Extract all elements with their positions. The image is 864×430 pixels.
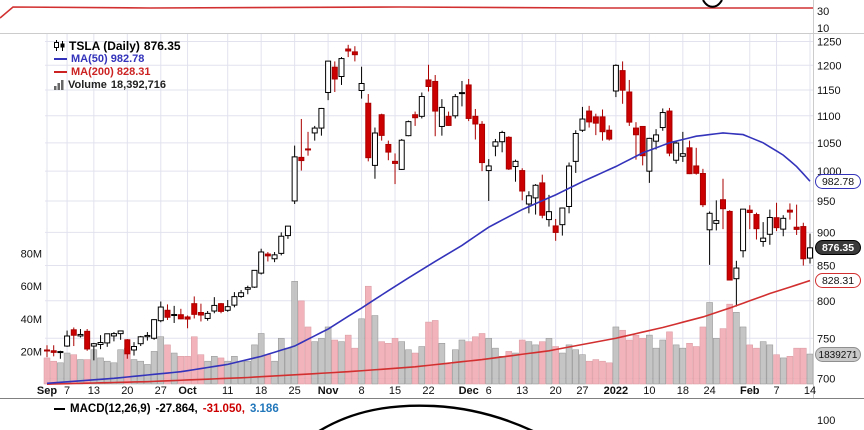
macd-pane: 100 bbox=[318, 404, 835, 430]
ma50-axis-badge: 982.78 bbox=[815, 173, 861, 189]
last-price-axis-badge: 876.35 bbox=[815, 240, 861, 256]
svg-text:6: 6 bbox=[486, 385, 492, 397]
macd-legend: MACD(12,26,9) -27.864, -31.050, 3.186 bbox=[54, 403, 279, 415]
volume-axis-badge: 1839271 bbox=[815, 346, 861, 362]
macd-signal-value: -31.050, bbox=[202, 403, 245, 415]
chart-legend: TSLA (Daily) 876.35 MA(50) 982.78 MA(200… bbox=[54, 39, 181, 91]
candlestick-icon bbox=[54, 39, 65, 51]
macd-value: -27.864, bbox=[155, 403, 198, 415]
volume-legend-value: 18,392,716 bbox=[110, 78, 166, 91]
ma50-legend-label: MA(50) 982.78 bbox=[71, 52, 145, 65]
svg-text:25: 25 bbox=[289, 385, 301, 397]
svg-text:1050: 1050 bbox=[817, 138, 841, 150]
svg-text:1150: 1150 bbox=[817, 85, 841, 97]
svg-text:20: 20 bbox=[121, 385, 133, 397]
svg-text:27: 27 bbox=[155, 385, 167, 397]
svg-text:15: 15 bbox=[389, 385, 401, 397]
pane-borders bbox=[0, 0, 864, 399]
price-axis-labels: 1250120011501100105010009509008508007507… bbox=[817, 37, 841, 386]
svg-text:Oct: Oct bbox=[178, 385, 197, 397]
svg-text:Nov: Nov bbox=[318, 385, 340, 397]
svg-text:Sep: Sep bbox=[37, 385, 57, 397]
svg-text:20: 20 bbox=[550, 385, 562, 397]
svg-text:1200: 1200 bbox=[817, 60, 841, 72]
svg-text:2022: 2022 bbox=[604, 385, 628, 397]
grid-layer bbox=[45, 34, 813, 384]
svg-text:800: 800 bbox=[817, 296, 835, 308]
svg-text:10: 10 bbox=[817, 23, 829, 35]
svg-text:10: 10 bbox=[643, 385, 655, 397]
svg-text:900: 900 bbox=[817, 227, 835, 239]
date-axis-labels: Sep 7 13 20 27 Oct 11 18 25 Nov 8 15 22 Dec 6 13 20 27 202… bbox=[37, 385, 816, 397]
svg-text:18: 18 bbox=[255, 385, 267, 397]
svg-text:750: 750 bbox=[817, 333, 835, 345]
macd-hist-value: 3.186 bbox=[249, 403, 279, 415]
svg-text:13: 13 bbox=[88, 385, 100, 397]
svg-text:18: 18 bbox=[677, 385, 689, 397]
symbol-legend-row: TSLA (Daily) 876.35 bbox=[54, 38, 181, 53]
svg-text:950: 950 bbox=[817, 196, 835, 208]
svg-text:100: 100 bbox=[817, 415, 835, 427]
svg-text:22: 22 bbox=[422, 385, 434, 397]
volume-legend-row: Volume 18,392,716 bbox=[54, 78, 181, 91]
svg-text:1250: 1250 bbox=[817, 37, 841, 49]
svg-text:700: 700 bbox=[817, 373, 835, 385]
svg-text:13: 13 bbox=[516, 385, 528, 397]
symbol-title: TSLA (Daily) bbox=[69, 38, 140, 53]
ma50-line-icon bbox=[54, 57, 67, 60]
ma50-legend-row: MA(50) 982.78 bbox=[54, 52, 181, 65]
symbol-last-price: 876.35 bbox=[143, 38, 181, 53]
ma200-axis-badge: 828.31 bbox=[815, 273, 861, 289]
svg-text:Feb: Feb bbox=[740, 385, 760, 397]
svg-text:24: 24 bbox=[703, 385, 715, 397]
ma200-legend-row: MA(200) 828.31 bbox=[54, 65, 181, 78]
svg-text:30: 30 bbox=[817, 6, 829, 18]
ma200-legend-label: MA(200) 828.31 bbox=[71, 65, 151, 78]
volume-bars-icon bbox=[54, 80, 64, 90]
ma50-line bbox=[46, 132, 811, 385]
svg-text:60M: 60M bbox=[21, 281, 42, 293]
macd-line-icon bbox=[54, 408, 65, 410]
svg-text:80M: 80M bbox=[21, 249, 42, 261]
svg-text:14: 14 bbox=[804, 385, 816, 397]
svg-text:11: 11 bbox=[222, 385, 233, 397]
svg-text:7: 7 bbox=[773, 385, 779, 397]
svg-text:1100: 1100 bbox=[817, 111, 841, 123]
svg-text:27: 27 bbox=[576, 385, 588, 397]
svg-text:40M: 40M bbox=[21, 314, 42, 326]
svg-text:Dec: Dec bbox=[459, 385, 479, 397]
macd-label: MACD(12,26,9) bbox=[70, 403, 151, 415]
volume-axis-labels: 80M 60M 40M 20M bbox=[21, 249, 42, 359]
svg-text:8: 8 bbox=[359, 385, 365, 397]
ma200-line bbox=[46, 279, 811, 385]
svg-text:850: 850 bbox=[817, 261, 835, 273]
candle-layer bbox=[44, 44, 813, 361]
ma200-line-icon bbox=[54, 70, 67, 73]
svg-text:20M: 20M bbox=[21, 346, 42, 358]
svg-text:7: 7 bbox=[64, 385, 70, 397]
volume-legend-label: Volume bbox=[68, 78, 107, 91]
